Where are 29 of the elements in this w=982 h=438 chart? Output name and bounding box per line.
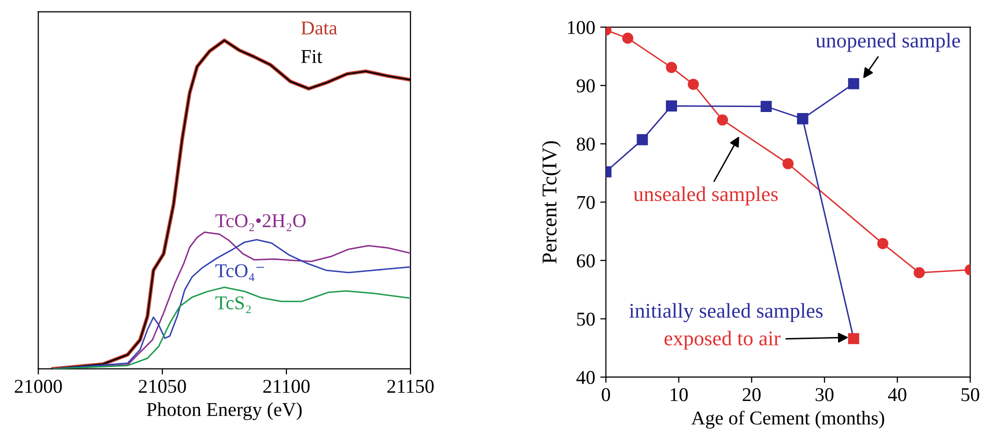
y-tick-label: 40 [576, 370, 595, 384]
x-tick-label: 50 [962, 388, 980, 402]
x-tick-label: 10 [670, 388, 688, 402]
x-tick-label: 30 [816, 388, 834, 402]
annotation: unopened sample [816, 32, 960, 52]
y-tick-label: 50 [577, 312, 595, 326]
series-label: TcS₂ [215, 296, 251, 314]
y-tick-label: 70 [577, 196, 595, 210]
y-tick-label: 90 [576, 79, 595, 92]
x-tick-label: 40 [888, 388, 906, 402]
x-tick-label: 21050 [138, 380, 186, 393]
y-tick-label: 80 [576, 138, 595, 151]
annotation: initially sealed samples [629, 303, 823, 322]
x-tick-label: 21150 [387, 380, 434, 393]
annotation: exposed to air [664, 330, 780, 350]
series-label: TcO₄⁻ [215, 264, 264, 282]
x-tick-label: 21000 [14, 380, 62, 393]
x-tick-label: 20 [742, 388, 761, 402]
x-axis-title: Photon Energy (eV) [146, 402, 302, 420]
series-label: TcO₂•2H₂O [215, 214, 306, 232]
x-tick-label: 0 [602, 388, 610, 402]
series-label: Fit [301, 50, 322, 64]
y-tick-label: 60 [576, 254, 595, 268]
x-axis-title: Age of Cement (months) [691, 410, 884, 429]
annotation: unsealed samples [634, 186, 778, 206]
text: Data [301, 22, 338, 35]
y-axis-title: Percent Tc(IV) [542, 141, 561, 264]
x-tick-label: 21100 [263, 380, 310, 393]
y-tick-label: 100 [568, 20, 595, 34]
